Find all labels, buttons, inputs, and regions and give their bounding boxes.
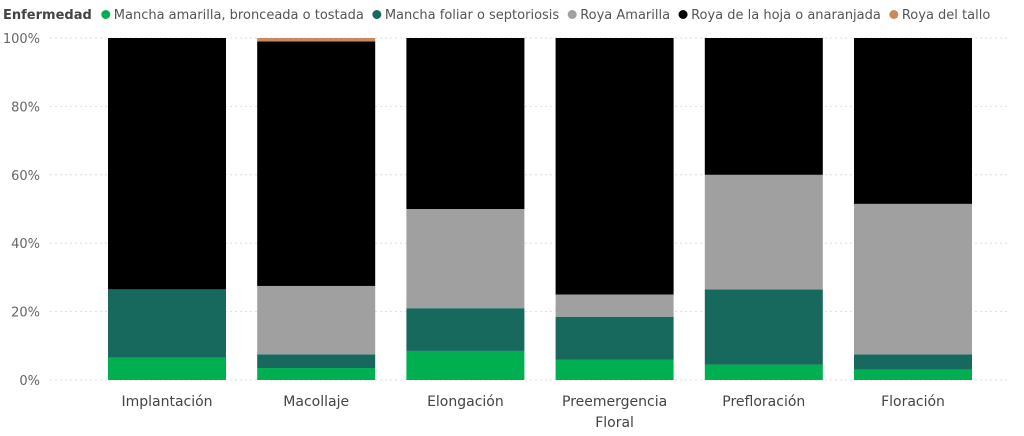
bar-segment-3-3[interactable] [555, 38, 674, 295]
x-tick-label-line: Implantación [121, 394, 212, 410]
legend-label-1: Mancha foliar o septoriosis [385, 8, 560, 23]
legend-label-2: Roya Amarilla [580, 8, 670, 23]
y-tick-label-2: 40% [11, 237, 40, 252]
bar-segment-0-0[interactable] [108, 357, 226, 380]
legend-label-3: Roya de la hoja o anaranjada [691, 8, 881, 23]
y-tick-label-0: 0% [19, 374, 40, 389]
x-tick-label-4: Prefloración [722, 394, 805, 410]
x-tick-label-line: Preemergencia [562, 394, 667, 410]
legend-label-4: Roya del tallo [902, 8, 990, 23]
bar-segment-3-1[interactable] [555, 316, 674, 360]
legend-marker-0 [101, 10, 111, 19]
bar-segment-1-3[interactable] [257, 41, 376, 286]
legend-marker-2 [567, 10, 577, 19]
x-tick-label-5: Floración [881, 394, 945, 410]
x-tick-label-line: Floral [595, 415, 634, 431]
legend-marker-4 [889, 10, 899, 19]
x-tick-label-line: Prefloración [722, 394, 805, 410]
x-tick-label-line: Floración [881, 394, 945, 410]
legend-marker-3 [678, 10, 688, 19]
bar-segment-3-2[interactable] [555, 294, 674, 317]
bar-segment-2-0[interactable] [406, 350, 525, 380]
legend-marker-1 [372, 10, 382, 19]
x-tick-label-0: Implantación [121, 394, 212, 410]
category-labels: Implantación Macollaje Elongación Preemerge… [121, 394, 944, 431]
legend: Enfermedad Mancha amarilla, bronceada o … [3, 8, 990, 23]
bar-segment-1-1[interactable] [257, 354, 376, 369]
bar-segment-1-2[interactable] [257, 285, 376, 355]
bar-segment-4-1[interactable] [704, 289, 823, 365]
x-tick-label-line: Elongación [427, 394, 504, 410]
y-tick-label-5: 100% [3, 32, 40, 47]
x-tick-label-2: Elongación [427, 394, 504, 410]
bar-segment-5-2[interactable] [854, 203, 972, 355]
bar-segment-4-0[interactable] [704, 364, 823, 380]
bar-segment-3-0[interactable] [555, 359, 674, 380]
y-tick-label-3: 60% [11, 169, 40, 184]
x-tick-label-1: Macollaje [283, 394, 349, 410]
legend-label-0: Mancha amarilla, bronceada o tostada [114, 8, 364, 23]
bar-segment-0-1[interactable] [108, 289, 226, 358]
bars [108, 38, 972, 380]
bar-segment-2-1[interactable] [406, 308, 525, 351]
bar-segment-5-1[interactable] [854, 354, 972, 370]
bar-segment-2-3[interactable] [406, 38, 525, 209]
x-tick-label-line: Macollaje [283, 394, 349, 410]
bar-segment-2-2[interactable] [406, 209, 525, 309]
x-tick-label-3: Preemergencia Floral [562, 394, 667, 431]
bar-segment-5-0[interactable] [854, 369, 972, 380]
y-tick-label-1: 20% [11, 306, 40, 321]
legend-title: Enfermedad [3, 8, 92, 23]
bar-segment-1-4[interactable] [257, 38, 376, 42]
bar-segment-4-3[interactable] [704, 38, 823, 175]
y-tick-label-4: 80% [11, 100, 40, 115]
bar-segment-4-2[interactable] [704, 174, 823, 290]
bar-segment-5-3[interactable] [854, 38, 972, 204]
bar-segment-0-3[interactable] [108, 38, 226, 290]
bar-segment-1-0[interactable] [257, 368, 376, 380]
